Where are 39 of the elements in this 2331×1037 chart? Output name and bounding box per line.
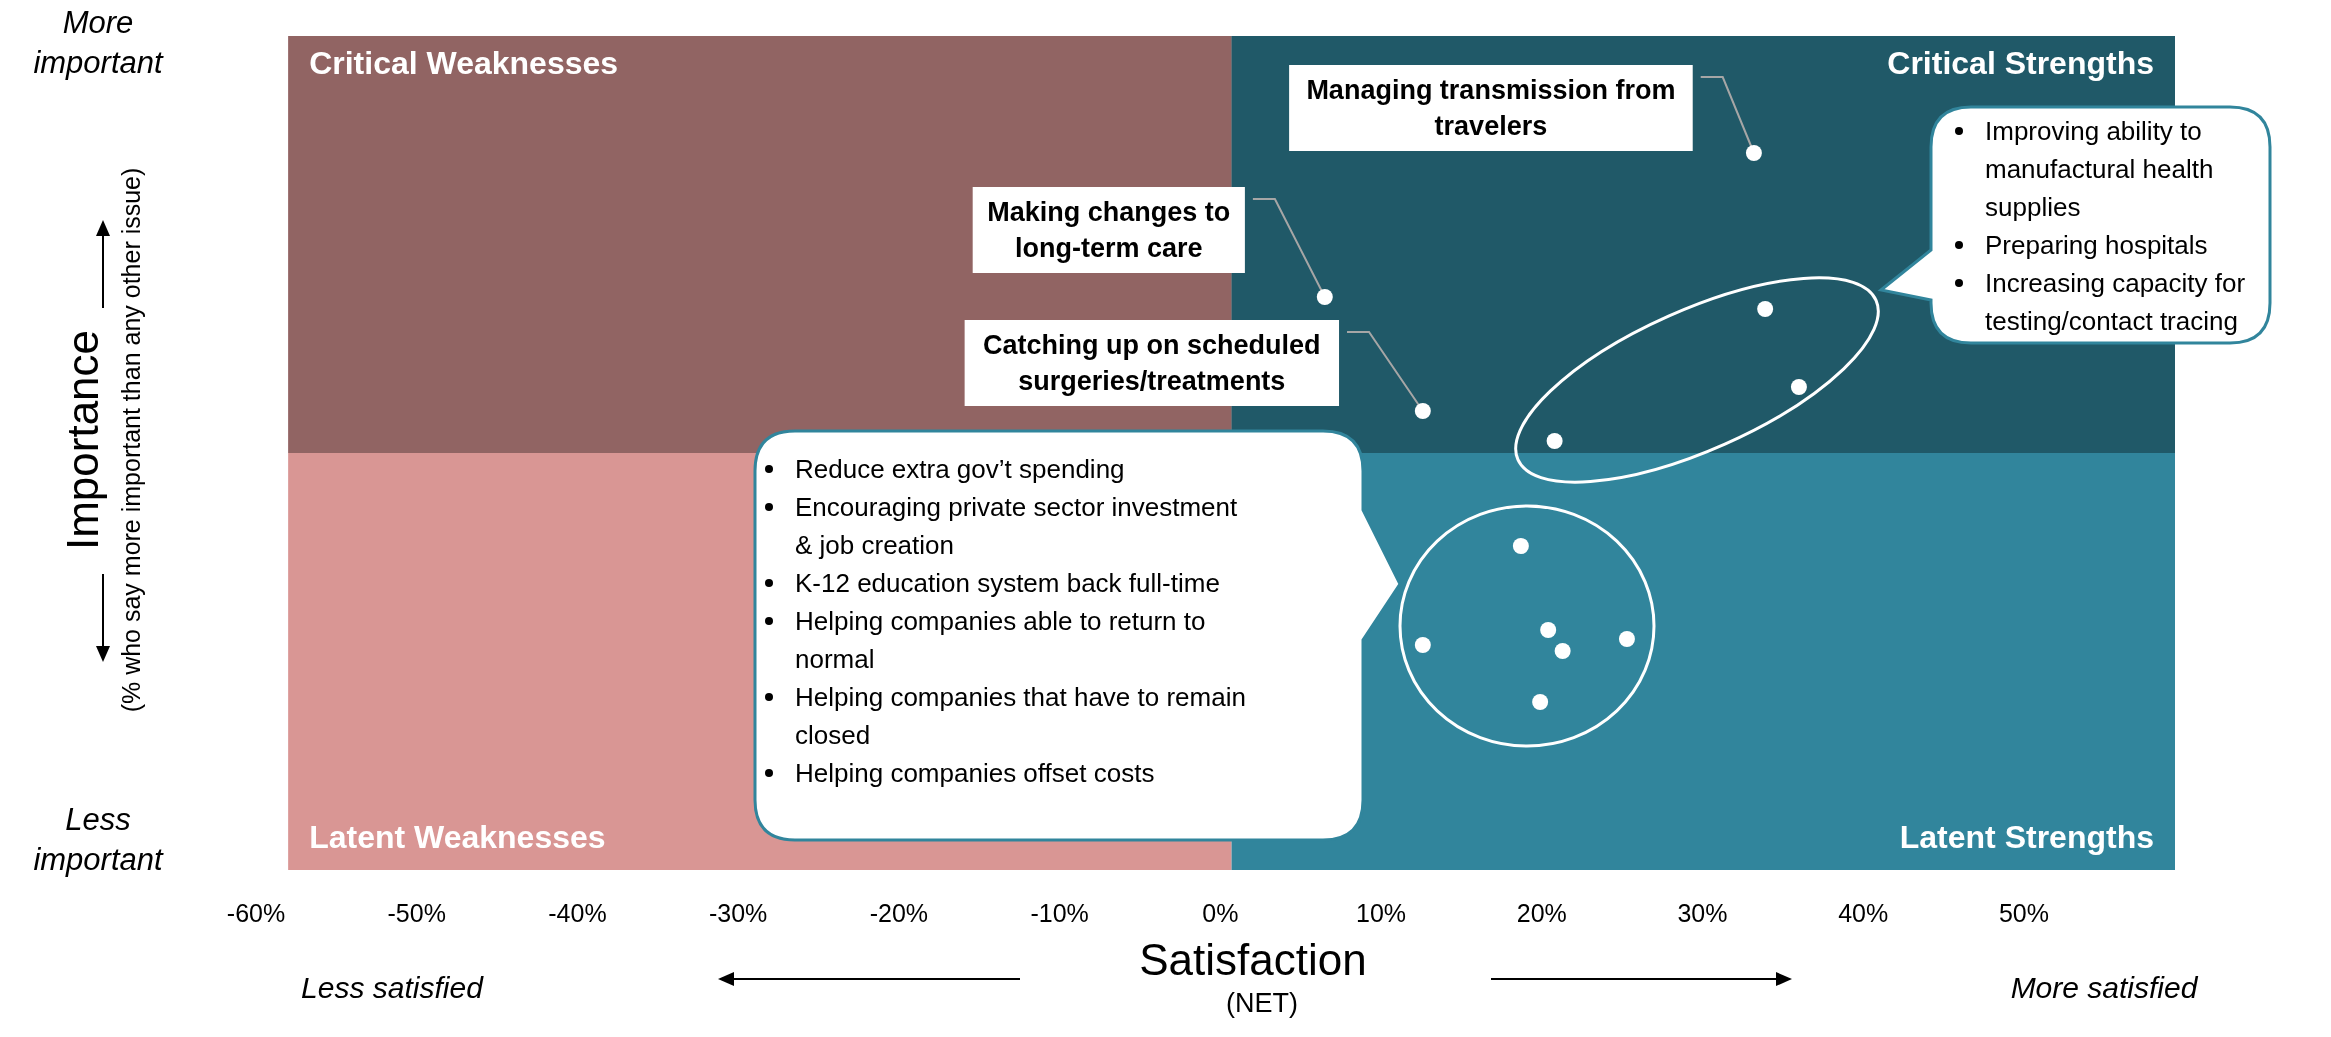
text: Less important [33, 802, 164, 877]
x-axis-title: Satisfaction (NET) [1139, 935, 1367, 1018]
x-tick-label: -50% [387, 899, 446, 927]
x-tick-label: 20% [1516, 899, 1567, 927]
x-tick-label: -10% [1030, 899, 1089, 927]
annotation: Managing transmission from travelers [1306, 75, 1676, 141]
x-tick-label: 0% [1202, 899, 1239, 927]
x-tick-label: 30% [1677, 899, 1728, 927]
point [1532, 694, 1549, 710]
point [1414, 403, 1431, 419]
point [1618, 631, 1635, 647]
text: Latent Weaknesses [309, 819, 606, 855]
point [1414, 637, 1431, 653]
text: Critical Strengths [1887, 45, 2154, 81]
x-tick-label: 50% [1998, 899, 2049, 927]
x-tick-label: -40% [548, 899, 607, 927]
text: More satisfied [2010, 971, 2199, 1004]
x-tick-label: -20% [869, 899, 929, 927]
point [1745, 145, 1762, 161]
text: Reduce extra gov’t spending Encouraging private sector investment & job creation K-12 education system back full-time Helping companies able to return to normal Helping companies that have to remain closed Helping companies offset costs [795, 454, 1246, 788]
point [1790, 379, 1807, 395]
x-tick-label: -30% [708, 899, 768, 927]
text: Less satisfied [301, 971, 485, 1004]
point [1546, 433, 1563, 449]
point [1757, 301, 1774, 317]
x-tick-label: -60% [226, 899, 286, 927]
annotation: Making changes to long-term care [987, 197, 1231, 263]
x-tick-label: 40% [1838, 899, 1889, 927]
x-tick-label: 10% [1356, 899, 1407, 927]
text: Critical Weaknesses [309, 45, 619, 81]
point [1540, 622, 1557, 638]
text: More important [33, 5, 164, 80]
annotation: Improving ability to manufactural health supplies Preparing hospitals Increasing capacity for testing/contact tracing [1985, 116, 2246, 336]
point [1554, 643, 1571, 659]
point [1316, 289, 1333, 305]
y-axis-title: Importance (% who say more important than any other issue) [58, 167, 145, 713]
point [1512, 538, 1529, 554]
annotation: Catching up on scheduled surgeries/treatments [983, 330, 1321, 396]
text: Latent Strengths [1899, 819, 2154, 855]
